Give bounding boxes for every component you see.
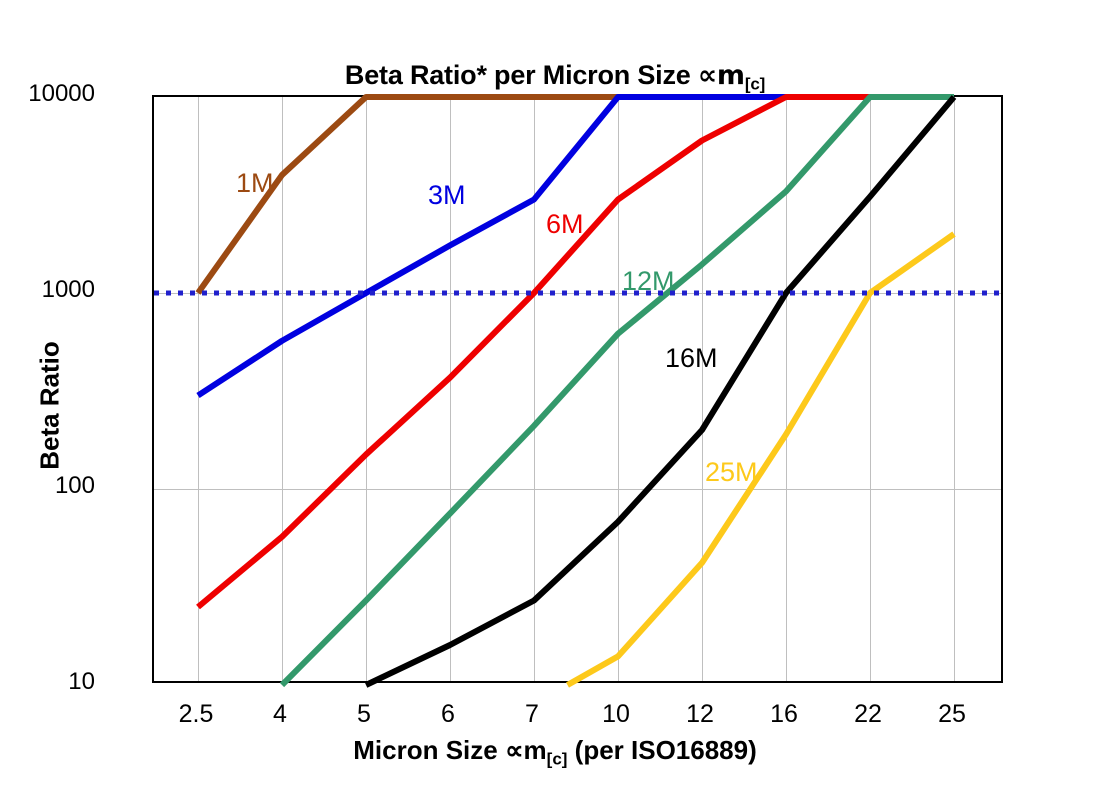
gridline-vertical-10 (618, 97, 619, 681)
y-tick-1000: 1000 (41, 276, 95, 303)
series-label-1M: 1M (236, 168, 274, 198)
x-tick-5: 5 (357, 700, 371, 728)
series-line-6M (196, 94, 954, 610)
x-tick-6: 6 (441, 700, 455, 728)
series-label-25M: 25M (705, 457, 758, 487)
x-axis-title-subscript: [c] (546, 749, 568, 769)
series-line-25M (566, 231, 956, 688)
gridline-vertical-25 (954, 97, 955, 681)
gridline-vertical-16 (786, 97, 787, 681)
series-label-16M: 16M (665, 343, 718, 373)
y-tick-100: 100 (54, 472, 95, 499)
gridline-horizontal-100 (154, 489, 1001, 490)
x-tick-2-5: 2.5 (178, 700, 214, 728)
gridline-vertical-12 (702, 97, 703, 681)
x-axis-title-tail: (per ISO16889) (567, 735, 757, 765)
x-axis-title: Micron Size ∝m[c] (per ISO16889) (0, 735, 1110, 769)
gridline-vertical-5 (366, 97, 367, 681)
gridline-vertical-4 (282, 97, 283, 681)
chart-title: Beta Ratio* per Micron Size ∝m[c] (0, 60, 1110, 94)
gridline-vertical-7 (534, 97, 535, 681)
gridline-vertical-22 (870, 97, 871, 681)
y-tick-10: 10 (68, 668, 95, 695)
chart-title-subscript: [c] (744, 74, 766, 94)
x-tick-25: 25 (938, 700, 966, 728)
plot-area (152, 94, 1005, 688)
series-line-16M (364, 95, 957, 688)
series-lines (154, 94, 1005, 688)
x-axis-title-symbol: ∝m (504, 735, 547, 765)
x-tick-7: 7 (525, 700, 539, 728)
y-tick-10000: 10000 (28, 80, 95, 107)
series-label-12M: 12M (622, 266, 675, 296)
series-line-12M (279, 94, 954, 688)
chart-title-main: Beta Ratio* per Micron Size (344, 60, 698, 90)
chart-title-symbol: ∝m (697, 60, 745, 91)
x-tick-12: 12 (686, 700, 714, 728)
x-tick-16: 16 (770, 700, 798, 728)
gridline-vertical-2-5 (198, 97, 199, 681)
series-label-3M: 3M (428, 180, 466, 210)
gridline-vertical-6 (450, 97, 451, 681)
x-axis-title-main: Micron Size (353, 735, 505, 765)
x-tick-22: 22 (854, 700, 882, 728)
series-label-6M: 6M (546, 209, 584, 239)
x-tick-10: 10 (602, 700, 630, 728)
x-tick-4: 4 (273, 700, 287, 728)
